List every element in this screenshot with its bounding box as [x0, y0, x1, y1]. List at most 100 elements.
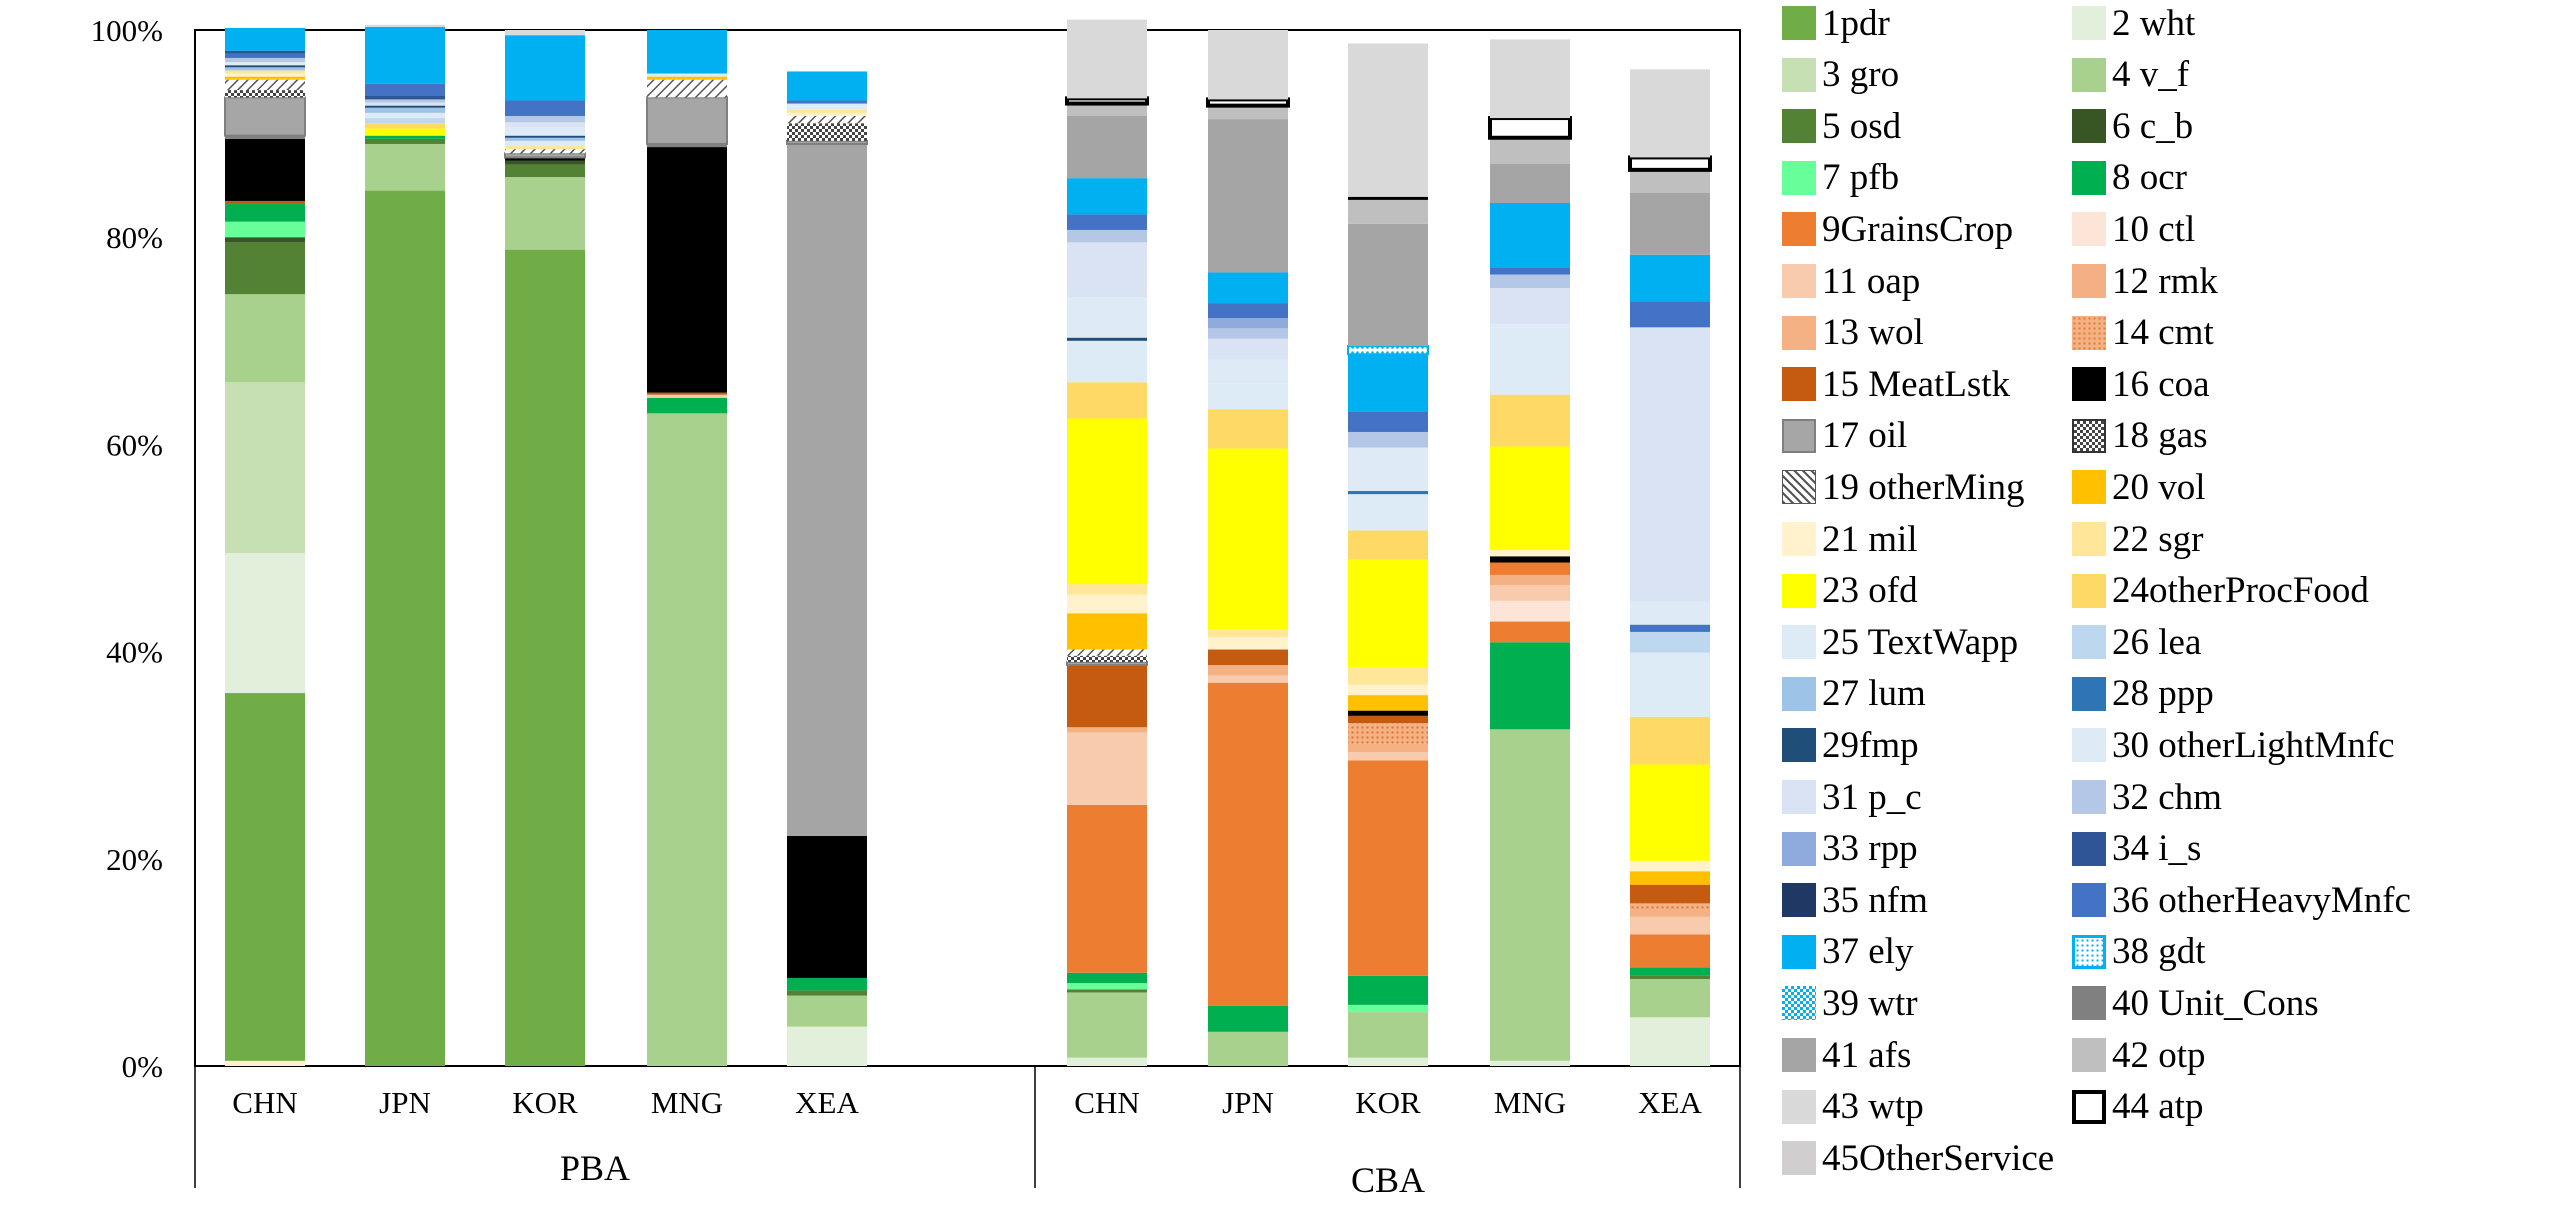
legend-label: 14 cmt: [2112, 312, 2214, 354]
segment-cba-jpn-44-atp: [1206, 97, 1290, 108]
segment-cba-jpn-36-otherheavymnfc: [1208, 303, 1288, 319]
segment-pba-chn-5-osd: [225, 242, 305, 295]
legend-swatch: [1782, 625, 1816, 660]
bar-cba-jpn: [1206, 30, 1290, 1066]
segment-pba-chn-37-ely: [225, 27, 305, 51]
legend-swatch: [1782, 212, 1816, 247]
segment-pba-kor-17-oil: [504, 152, 586, 159]
segment-pba-kor-16-coa: [505, 157, 585, 161]
legend-item-15-meatlstk: 15 MeatLstk: [1782, 361, 2010, 407]
segment-pba-kor-29fmp: [505, 135, 585, 138]
legend-label: 23 ofd: [1822, 570, 1918, 612]
bar-cba-chn: [1065, 19, 1149, 1066]
legend-label: 16 coa: [2112, 363, 2210, 405]
legend-item-42-otp: 42 otp: [2072, 1032, 2206, 1078]
segment-cba-jpn-43-wtp: [1208, 30, 1288, 100]
segment-cba-xea-11-oap: [1630, 916, 1710, 935]
legend-swatch: [1782, 470, 1816, 505]
segment-pba-chn-40-unit-cons: [225, 135, 305, 139]
segment-cba-xea-36-otherheavymnfc: [1630, 624, 1710, 632]
segment-cba-xea-36-otherheavymnfc: [1630, 301, 1710, 328]
segment-cba-xea-15-meatlstk: [1630, 884, 1710, 904]
legend-item-11-oap: 11 oap: [1782, 258, 1920, 304]
legend-label: 38 gdt: [2112, 931, 2206, 973]
segment-pba-chn-1pdr: [225, 693, 305, 1061]
segment-pba-chn-2-wht: [225, 553, 305, 694]
segment-cba-jpn-21-mil: [1208, 637, 1288, 650]
legend-item-26-lea: 26 lea: [2072, 619, 2201, 665]
segment-cba-xea-5-osd: [1630, 975, 1710, 979]
segment-pba-kor-30-otherlightmnfc: [505, 127, 585, 136]
segment-cba-kor-21-mil: [1348, 684, 1428, 696]
legend-label: 11 oap: [1822, 260, 1921, 302]
segment-pba-xea-4-v-f: [787, 995, 867, 1027]
segment-cba-kor-25-textwapp: [1348, 494, 1428, 531]
segment-cba-mng-41-afs: [1490, 163, 1570, 204]
legend-swatch: [2072, 522, 2106, 556]
segment-cba-xea-42-otp: [1630, 169, 1710, 193]
legend-item-19-otherming: 19 otherMing: [1782, 464, 2024, 510]
legend-label: 7 pfb: [1822, 157, 1900, 199]
x-category-label: XEA: [795, 1085, 859, 1120]
segment-cba-kor-9grainscrop: [1348, 760, 1428, 976]
segment-cba-mng-9grainscrop: [1490, 562, 1570, 575]
segment-pba-kor-22-sgr: [505, 146, 585, 150]
bar-cba-kor: [1347, 43, 1429, 1066]
segment-cba-kor-8-ocr: [1348, 975, 1428, 1005]
group-label-cba: CBA: [1351, 1160, 1425, 1200]
segment-cba-chn-24otherprocfood: [1067, 382, 1147, 419]
legend-swatch: [1782, 573, 1816, 608]
bar-cba-xea: [1628, 69, 1712, 1066]
legend-label: 31 p_c: [1822, 776, 1922, 818]
segment-cba-jpn-30-otherlightmnfc: [1208, 359, 1288, 384]
legend-swatch: [1782, 315, 1816, 350]
segment-pba-chn-4-v-f: [225, 294, 305, 383]
segment-cba-chn-19-otherming: [1067, 649, 1147, 656]
segment-cba-xea-24otherprocfood: [1630, 716, 1710, 765]
segment-cba-xea-37-ely: [1630, 254, 1710, 302]
segment-pba-mng-19-otherming: [647, 79, 727, 98]
segment-pba-kor-37-ely: [505, 35, 585, 101]
legend-swatch: [2072, 831, 2106, 866]
segment-pba-xea-16-coa: [787, 836, 867, 978]
segment-cba-xea-31-p-c: [1630, 327, 1710, 602]
legend-swatch: [2072, 6, 2106, 40]
segment-cba-kor-16-coa: [1348, 196, 1428, 200]
legend-label: 12 rmk: [2112, 260, 2218, 302]
segment-pba-chn-29fmp: [225, 65, 305, 68]
segment-cba-jpn-13-wol: [1208, 665, 1288, 676]
legend-swatch: [2072, 1038, 2106, 1072]
segment-pba-chn-30-otherlightmnfc: [225, 62, 305, 66]
legend-swatch: [2072, 109, 2106, 144]
legend-label: 20 vol: [2112, 466, 2206, 508]
segment-cba-kor-43-wtp: [1348, 43, 1428, 197]
segment-cba-jpn-11-oap: [1208, 675, 1288, 683]
segment-cba-jpn-32-chm: [1208, 328, 1288, 339]
segment-pba-mng-30-otherlightmnfc: [647, 73, 727, 77]
segment-pba-mng-11-oap: [647, 394, 727, 398]
segment-cba-mng-37-ely: [1490, 203, 1570, 268]
legend-swatch: [1782, 883, 1816, 918]
legend-item-37-ely: 37 ely: [1782, 929, 1913, 975]
legend-swatch: [1782, 160, 1816, 195]
segment-pba-mng-40-unit-cons: [647, 143, 727, 148]
legend-item-14-cmt: 14 cmt: [2072, 310, 2214, 356]
legend-swatch: [2072, 57, 2106, 92]
segment-cba-kor-28-ppp: [1348, 491, 1428, 495]
segment-cba-chn-30-otherlightmnfc: [1067, 297, 1147, 338]
segment-cba-chn-2-wht: [1067, 1057, 1147, 1066]
segment-cba-mng-13-wol: [1490, 574, 1570, 586]
segment-pba-mng-16-coa: [647, 147, 727, 393]
legend-item-21-mil: 21 mil: [1782, 516, 1918, 562]
legend-item-30-otherlightmnfc: 30 otherLightMnfc: [2072, 722, 2395, 768]
segment-cba-jpn-15-meatlstk: [1208, 649, 1288, 666]
legend-item-2-wht: 2 wht: [2072, 0, 2195, 46]
legend-item-7-pfb: 7 pfb: [1782, 155, 1899, 201]
legend-label: 24otherProcFood: [2112, 570, 2369, 612]
legend-label: 8 ocr: [2112, 157, 2187, 199]
segment-cba-xea-14-cmt: [1630, 903, 1710, 909]
segment-cba-kor-42-otp: [1348, 199, 1428, 224]
stacked-bar-chart: 0% 20% 40% 60% 80% 100% CHN JPN KOR MNG XEA CHN JPN K…: [91, 13, 1741, 1200]
legend-label: 1pdr: [1822, 2, 1890, 44]
legend-label: 39 wtr: [1822, 982, 1918, 1024]
